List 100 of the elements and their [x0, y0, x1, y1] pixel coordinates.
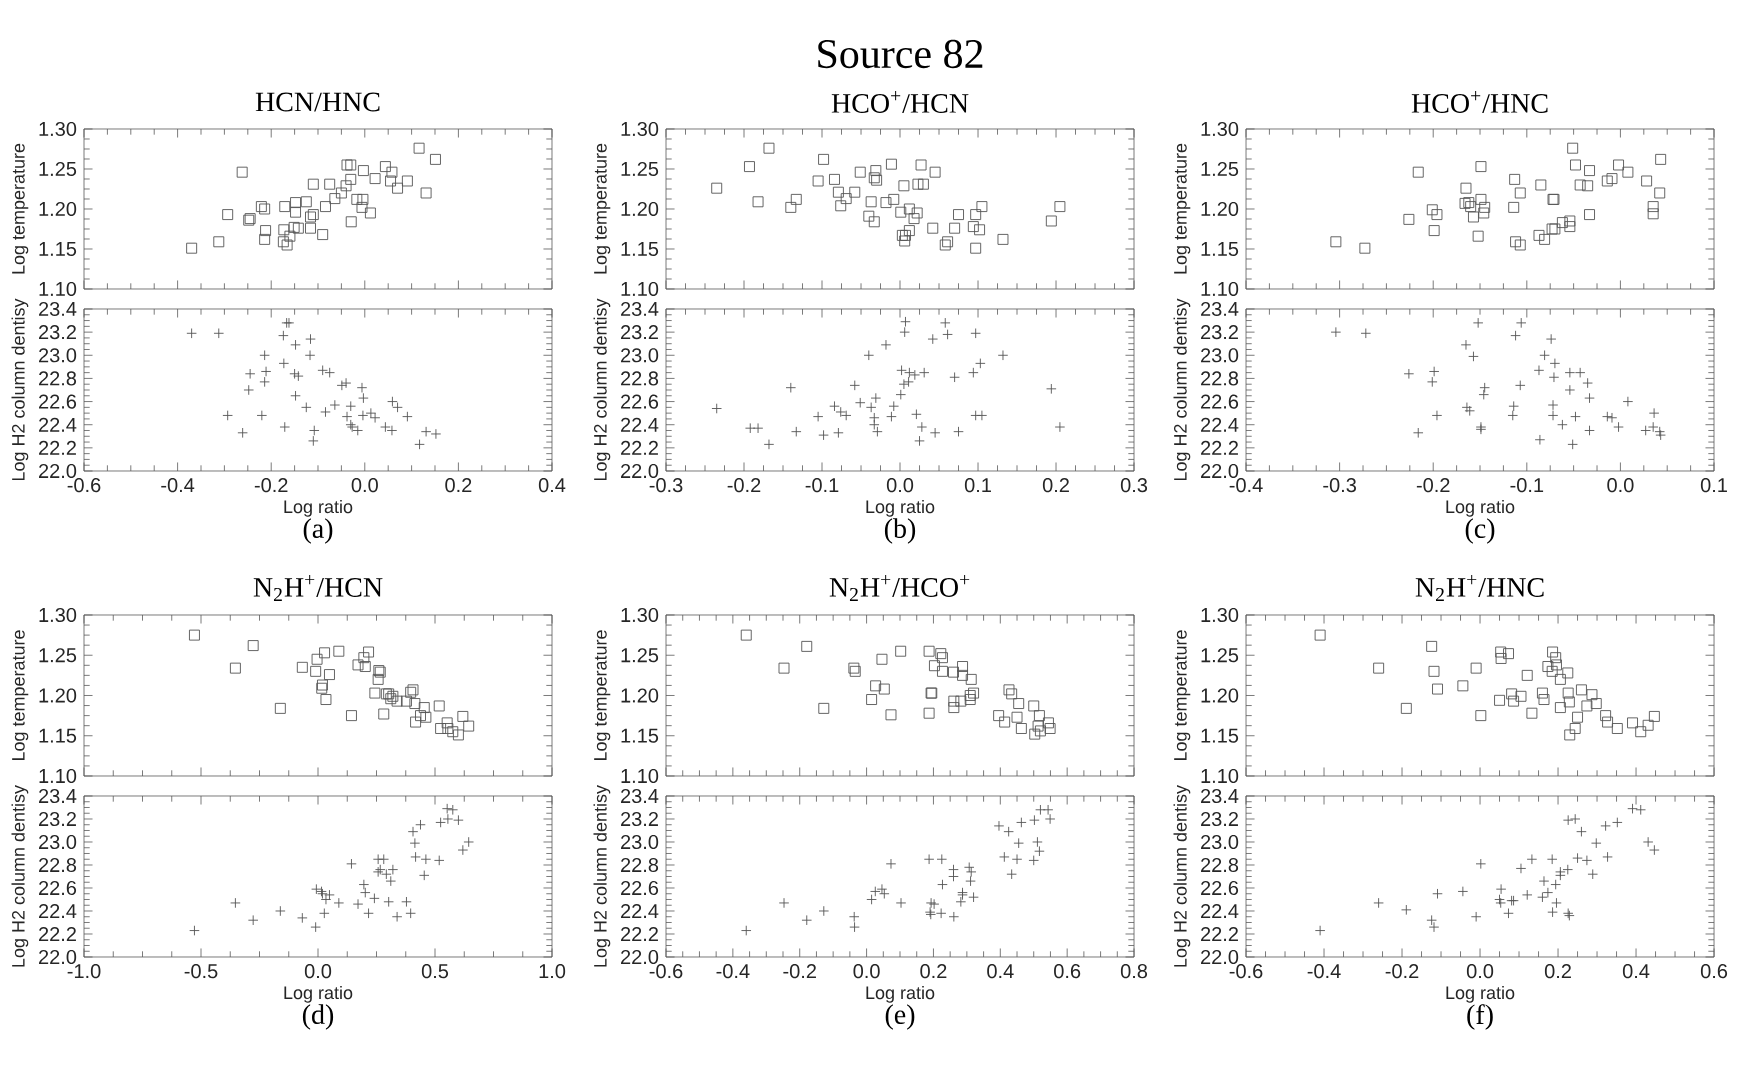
x-tick-label: 0.0 — [1466, 964, 1494, 979]
point — [778, 662, 790, 674]
y-tick-label: 1.30 — [39, 607, 77, 623]
y-tick-label: 1.25 — [621, 648, 659, 663]
point — [1359, 242, 1371, 254]
point — [752, 196, 764, 208]
y-tick-label: 23.4 — [621, 301, 659, 317]
point — [292, 222, 304, 234]
y-tick-label: 1.10 — [621, 281, 659, 297]
y-tick-label: 23.0 — [621, 834, 659, 850]
point — [356, 201, 368, 213]
y-tick-label: 22.6 — [39, 394, 77, 409]
x-tick-label: -0.2 — [1416, 478, 1450, 493]
y-tick-label: 22.8 — [39, 857, 77, 873]
x-tick-label: 0.0 — [304, 964, 332, 979]
point — [849, 186, 861, 198]
point — [1554, 673, 1566, 685]
point — [929, 166, 941, 178]
point — [1463, 197, 1475, 209]
y-tick-label: 22.4 — [1201, 417, 1239, 432]
point — [1510, 236, 1522, 248]
x-tick-label: 1.0 — [539, 964, 566, 979]
chart-title: Source 82 — [818, 39, 983, 69]
y-tick-label: 22.4 — [39, 904, 77, 918]
text: (b) — [884, 518, 916, 544]
point — [970, 242, 982, 254]
point — [1054, 201, 1066, 213]
point — [955, 695, 967, 707]
y-tick-label: 1.25 — [1201, 161, 1239, 177]
point — [812, 175, 824, 187]
point — [1582, 180, 1594, 192]
point — [279, 201, 291, 213]
point — [260, 225, 272, 237]
y-tick-label: 1.20 — [39, 688, 77, 703]
y-tick-label: 22.0 — [39, 463, 77, 479]
x-axis-title: Log ratio — [866, 499, 935, 517]
point — [307, 178, 319, 190]
point — [386, 166, 398, 178]
chart-subtitle: HCO$^{+}$/HCN — [831, 91, 969, 113]
point — [1581, 700, 1593, 712]
point — [274, 702, 286, 714]
point — [433, 700, 445, 712]
point — [1495, 653, 1507, 664]
y-tick-label: 22.0 — [621, 949, 659, 965]
point — [1514, 239, 1526, 251]
y-tick-label: 22.2 — [39, 440, 76, 455]
point — [711, 182, 723, 194]
y-tick-label: 1.15 — [1201, 242, 1239, 256]
y-axis-title: Log temperature — [12, 630, 29, 761]
x-tick-label: 0.4 — [538, 478, 566, 493]
point — [898, 180, 910, 192]
x-tick-label: -0.2 — [254, 478, 288, 493]
point — [1554, 702, 1566, 714]
point — [351, 193, 363, 205]
y-axis-title: Log temperature — [594, 143, 611, 274]
point — [320, 201, 331, 213]
y-tick-label: 23.4 — [39, 788, 77, 804]
y-tick-label: 1.10 — [39, 768, 77, 784]
point — [885, 709, 897, 721]
point — [1508, 201, 1520, 213]
y-tick-label: 23.0 — [39, 834, 77, 850]
point — [927, 222, 939, 234]
point — [1574, 179, 1586, 191]
x-tick-label: -0.3 — [649, 478, 683, 493]
point — [335, 187, 347, 199]
point — [447, 726, 459, 738]
y-axis-title: Log temperature — [1174, 630, 1191, 761]
y-tick-label: 23.4 — [1201, 788, 1239, 804]
point — [1428, 225, 1440, 237]
y-tick-label: 23.0 — [621, 348, 659, 363]
y-tick-label: 22.2 — [621, 440, 658, 455]
y-tick-label: 22.8 — [39, 371, 77, 386]
point — [290, 206, 301, 218]
point — [296, 661, 308, 673]
y-tick-label: 1.20 — [621, 201, 659, 217]
x-axis-title: Log ratio — [866, 985, 935, 1003]
point — [1550, 652, 1562, 664]
x-tick-label: 0.2 — [920, 964, 947, 979]
point — [1033, 710, 1045, 722]
point — [364, 207, 376, 219]
point — [1606, 173, 1618, 185]
y-tick-label: 22.8 — [621, 371, 659, 386]
y-tick-label: 22.4 — [621, 904, 659, 918]
point — [1569, 723, 1581, 734]
x-tick-label: -0.6 — [649, 964, 683, 979]
point — [1654, 187, 1666, 199]
point — [1564, 215, 1576, 227]
point — [288, 221, 300, 233]
point — [1006, 688, 1018, 700]
x-tick-label: 0.3 — [1120, 478, 1148, 493]
point — [1412, 166, 1424, 178]
y-tick-label: 1.20 — [1201, 201, 1239, 217]
point — [880, 197, 892, 209]
point — [341, 159, 353, 171]
x-tick-label: 0.6 — [1054, 964, 1081, 979]
point — [420, 187, 432, 199]
y-axis-title: Log H2 column dentisy — [11, 785, 29, 967]
y-tick-label: 22.2 — [1201, 440, 1238, 455]
point — [1562, 687, 1574, 699]
point — [385, 175, 396, 187]
